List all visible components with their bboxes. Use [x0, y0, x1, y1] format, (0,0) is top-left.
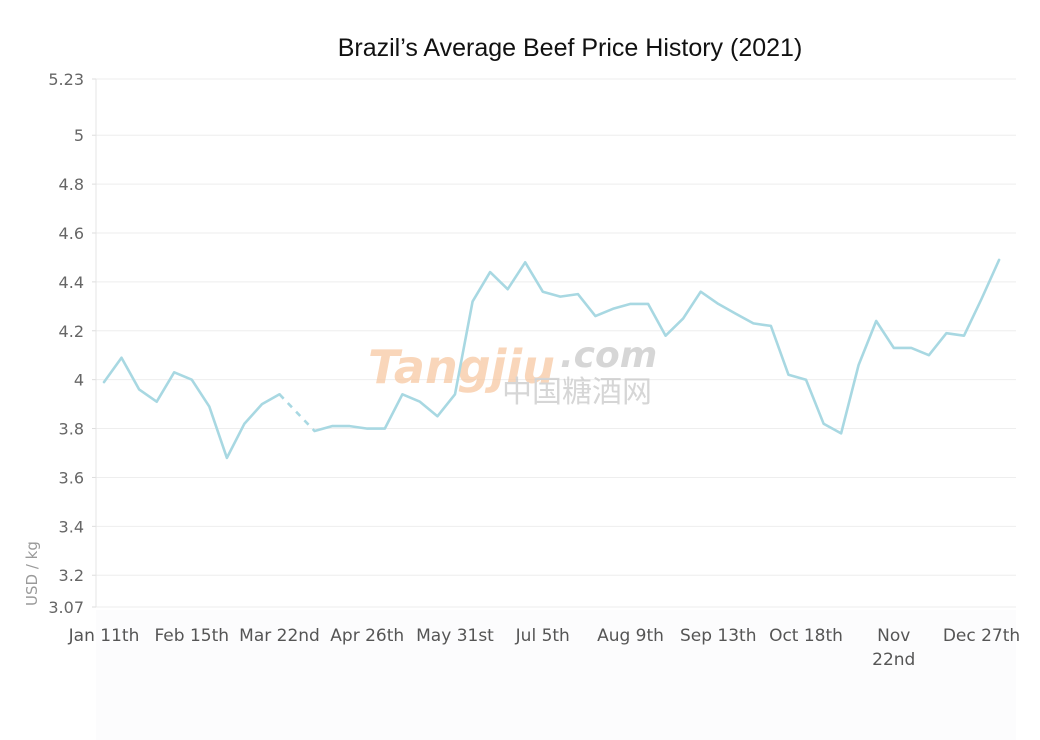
watermark-cjk: 中国糖酒网: [502, 375, 652, 410]
x-tick-label: Nov: [877, 626, 910, 646]
x-tick-label: Apr 26th: [330, 626, 404, 646]
watermark-domain: .com: [560, 335, 657, 376]
x-tick-label: Aug 9th: [597, 626, 664, 646]
x-tick-label: Jul 5th: [515, 626, 570, 646]
y-tick-label: 5: [74, 126, 84, 145]
series-line-group: [102, 258, 1001, 460]
series-gap-dashed: [278, 393, 316, 432]
chart-title: Brazil’s Average Beef Price History (202…: [337, 34, 803, 62]
y-tick-label: 4.8: [59, 175, 84, 194]
y-axis-title: USD / kg: [23, 541, 41, 606]
gridlines: [96, 78, 1016, 608]
series-line: [313, 258, 1001, 435]
y-tick-label: 4.4: [59, 273, 84, 292]
watermark: Tangjiu .com 中国糖酒网: [368, 335, 657, 410]
x-tick-label: Sep 13th: [680, 626, 757, 646]
y-tick-label: 4.6: [59, 224, 84, 243]
x-tick-label: Mar 22nd: [239, 626, 320, 646]
y-tick-label: 3.2: [59, 566, 84, 585]
x-tick-label: May 31st: [416, 626, 494, 646]
x-tick-label: 22nd: [872, 650, 915, 670]
x-tick-label: Jan 11th: [68, 626, 140, 646]
x-axis: Jan 11th Feb 15th Mar 22nd Apr 26th May 31st…: [68, 626, 1021, 670]
y-tick-label: 3.4: [59, 517, 84, 536]
y-axis: 5.23 5 4.8 4.6 4.4 4.2 4 3.8 3.6 3.4 3.2 3.07: [48, 70, 97, 617]
x-tick-label: Feb 15th: [154, 626, 229, 646]
y-tick-label: 3.07: [48, 598, 84, 617]
series-line: [102, 356, 281, 460]
plot-bottom-shade: [96, 610, 1016, 740]
x-tick-label: Dec 27th: [943, 626, 1020, 646]
y-tick-label: 4: [74, 371, 84, 390]
y-tick-label: 3.6: [59, 468, 84, 487]
x-tick-label: Oct 18th: [769, 626, 843, 646]
y-tick-label: 3.8: [59, 420, 84, 439]
y-tick-label: 5.23: [48, 70, 84, 89]
y-tick-label: 4.2: [59, 322, 84, 341]
